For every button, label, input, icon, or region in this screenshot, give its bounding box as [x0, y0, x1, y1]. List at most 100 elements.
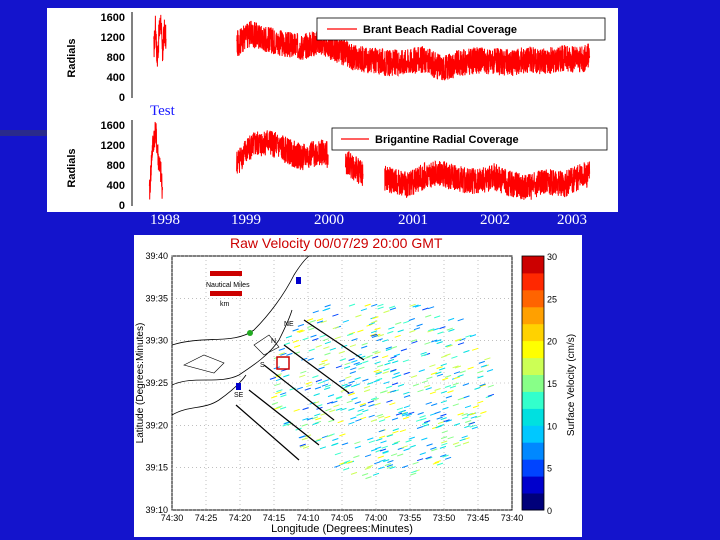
- site-marker: [296, 277, 301, 284]
- velocity-vector: [426, 456, 433, 460]
- chart1-ytick: 1200: [101, 32, 125, 44]
- velocity-vector: [426, 443, 433, 447]
- velocity-vector: [440, 436, 448, 440]
- coverage-series-line: [148, 121, 163, 200]
- velocity-vector: [391, 382, 399, 386]
- velocity-vector: [403, 391, 410, 395]
- velocity-vector: [453, 371, 461, 375]
- velocity-vector: [441, 440, 448, 444]
- velocity-vector: [448, 328, 455, 332]
- velocity-vector: [335, 365, 343, 369]
- velocity-vector: [409, 329, 416, 333]
- velocity-vector: [370, 333, 378, 337]
- velocity-vector: [359, 402, 366, 406]
- velocity-vector: [395, 374, 402, 378]
- velocity-map-svg: Raw Velocity 00/07/29 20:00 GMT Nautical…: [135, 235, 577, 535]
- velocity-vector: [435, 339, 442, 343]
- velocity-vector: [374, 333, 381, 337]
- velocity-vector: [345, 384, 352, 388]
- velocity-vector: [436, 341, 443, 345]
- map-label-nautical-miles: Nautical Miles: [206, 282, 250, 289]
- velocity-vector: [362, 409, 369, 413]
- longitude-tick-label: 74:05: [331, 513, 354, 523]
- velocity-vector: [445, 419, 452, 423]
- velocity-vector: [376, 413, 384, 417]
- velocity-vector: [316, 437, 323, 441]
- velocity-vector: [333, 404, 340, 408]
- velocity-vector: [383, 459, 390, 463]
- velocity-vector: [348, 380, 355, 384]
- velocity-vector: [431, 403, 438, 407]
- velocity-vector: [419, 452, 426, 456]
- velocity-vector: [312, 338, 319, 341]
- velocity-vector: [314, 413, 321, 417]
- chart2-title: Brigantine Radial Coverage: [375, 134, 519, 146]
- velocity-vector: [319, 334, 326, 338]
- velocity-vector: [374, 461, 381, 465]
- coverage-series-line: [236, 130, 329, 174]
- velocity-vector: [477, 400, 484, 404]
- velocity-vector: [463, 395, 470, 399]
- map-grid: [171, 255, 513, 511]
- velocity-vector: [280, 352, 287, 356]
- velocity-vector: [465, 420, 472, 423]
- velocity-vector: [440, 390, 448, 394]
- velocity-vector: [457, 374, 464, 378]
- velocity-vector: [316, 320, 324, 324]
- velocity-vector: [342, 319, 349, 323]
- velocity-vector: [368, 404, 375, 407]
- velocity-vector: [312, 422, 319, 426]
- velocity-vector: [365, 476, 372, 480]
- velocity-vector: [353, 362, 360, 365]
- latitude-tick-label: 39:40: [145, 251, 168, 261]
- velocity-vector: [464, 405, 472, 409]
- velocity-vector: [388, 326, 395, 330]
- velocity-vector: [377, 334, 384, 337]
- velocity-vector: [335, 396, 342, 400]
- velocity-vector: [409, 303, 416, 307]
- velocity-vector: [322, 308, 329, 312]
- velocity-vector: [343, 385, 350, 389]
- velocity-vector: [452, 365, 459, 369]
- velocity-vector: [411, 470, 418, 474]
- velocity-vector: [347, 391, 354, 395]
- velocity-vector: [437, 331, 444, 335]
- velocity-vector: [452, 403, 459, 407]
- velocity-vector: [370, 419, 378, 422]
- velocity-vector: [374, 327, 381, 331]
- velocity-vector: [298, 435, 305, 439]
- coverage-charts-panel: Radials 1600 1200 800 400 0 Brant Beach …: [47, 8, 618, 212]
- velocity-vector: [368, 322, 376, 326]
- velocity-vector: [440, 417, 447, 421]
- velocity-vector: [440, 400, 448, 404]
- velocity-vector: [469, 412, 476, 416]
- velocity-vector: [371, 320, 378, 324]
- velocity-vector: [403, 448, 410, 452]
- site-label: N: [271, 338, 276, 345]
- velocity-vector: [346, 400, 353, 404]
- velocity-vector: [312, 375, 319, 379]
- velocity-vector: [464, 425, 471, 429]
- velocity-vector: [383, 368, 390, 372]
- map-scale-legend: Nautical Miles km: [206, 271, 250, 308]
- velocity-vector: [397, 383, 405, 387]
- velocity-vector: [351, 397, 358, 401]
- velocity-vector: [299, 443, 306, 447]
- velocity-vector: [392, 430, 399, 434]
- velocity-vector: [367, 381, 374, 385]
- velocity-vector: [283, 342, 291, 346]
- velocity-vector: [276, 389, 283, 393]
- velocity-vector: [462, 383, 469, 386]
- velocity-vector: [436, 366, 443, 370]
- velocity-vector: [324, 304, 331, 308]
- velocity-vector: [324, 384, 332, 388]
- radial-track: [283, 344, 350, 394]
- velocity-vector: [389, 307, 397, 311]
- velocity-vector: [366, 465, 373, 468]
- velocity-vector: [390, 355, 397, 359]
- velocity-vector: [430, 372, 438, 375]
- velocity-vector: [382, 339, 389, 343]
- velocity-vector: [397, 329, 404, 333]
- latitude-tick-label: 39:10: [145, 505, 168, 515]
- velocity-vector: [384, 463, 392, 467]
